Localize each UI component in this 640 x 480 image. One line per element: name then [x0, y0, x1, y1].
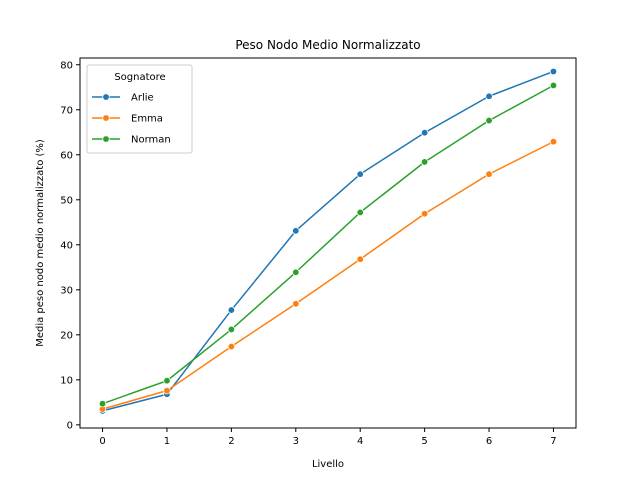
chart-title: Peso Nodo Medio Normalizzato — [235, 38, 420, 52]
data-point-emma — [227, 342, 236, 351]
y-tick-label: 40 — [60, 240, 73, 251]
data-point-norman — [98, 400, 107, 408]
y-axis-label: Media peso nodo medio normalizzato (%) — [35, 139, 46, 347]
legend-entries: Arlie Emma Norman — [92, 93, 171, 146]
y-tick-label: 70 — [60, 105, 73, 116]
data-point-norman — [163, 377, 171, 385]
legend-marker-norman — [102, 135, 110, 143]
data-point-norman — [485, 116, 493, 125]
series-line-emma — [101, 140, 555, 411]
x-tick-label: 5 — [421, 436, 427, 447]
data-point-emma — [356, 255, 364, 263]
data-point-emma — [163, 386, 171, 395]
legend: Sognatore Arlie Emma Norman — [86, 64, 193, 154]
y-axis-ticks: 0 10 20 30 40 50 60 70 80 — [60, 60, 80, 431]
x-axis-label: Livello — [312, 459, 344, 470]
x-tick-label: 4 — [357, 436, 363, 447]
legend-label-emma: Emma — [131, 114, 163, 125]
y-tick-label: 80 — [60, 60, 73, 71]
data-point-arlie — [549, 67, 558, 76]
data-point-arlie — [227, 306, 236, 314]
y-tick-label: 30 — [60, 285, 73, 296]
data-point-norman — [549, 81, 558, 90]
data-point-emma — [485, 170, 493, 178]
legend-marker-emma — [102, 114, 110, 122]
legend-label-arlie: Arlie — [131, 93, 154, 104]
data-point-norman — [356, 208, 364, 217]
series-points — [98, 67, 558, 415]
y-tick-label: 50 — [60, 195, 73, 206]
y-tick-label: 20 — [60, 330, 73, 341]
data-point-arlie — [356, 170, 364, 178]
plot-frame — [79, 57, 577, 429]
y-tick-label: 60 — [60, 150, 73, 161]
x-tick-label: 7 — [550, 436, 556, 447]
series-lines — [101, 70, 555, 412]
x-tick-label: 3 — [293, 436, 299, 447]
x-tick-label: 2 — [228, 436, 234, 447]
data-point-emma — [549, 138, 558, 146]
y-tick-label: 10 — [60, 375, 73, 386]
y-tick-label: 0 — [67, 420, 73, 431]
legend-title: Sognatore — [114, 72, 165, 83]
data-point-arlie — [420, 129, 429, 137]
data-point-arlie — [485, 92, 493, 100]
legend-marker-arlie — [102, 93, 110, 101]
legend-box — [86, 64, 193, 154]
data-point-arlie — [292, 227, 300, 235]
series-line-norman — [101, 84, 555, 405]
data-point-emma — [292, 300, 300, 308]
x-axis-ticks: 0 1 2 3 4 5 6 7 — [99, 428, 557, 447]
data-point-norman — [420, 158, 429, 166]
data-point-emma — [420, 210, 429, 218]
x-tick-label: 6 — [486, 436, 492, 447]
data-point-norman — [292, 268, 300, 276]
data-point-norman — [227, 325, 236, 334]
legend-label-norman: Norman — [131, 135, 171, 146]
series-line-arlie — [101, 70, 555, 412]
x-tick-label: 0 — [99, 436, 105, 447]
x-tick-label: 1 — [164, 436, 170, 447]
plot-area: 0 1 2 3 4 5 6 7 0 10 20 30 40 50 60 70 80 — [60, 57, 577, 447]
